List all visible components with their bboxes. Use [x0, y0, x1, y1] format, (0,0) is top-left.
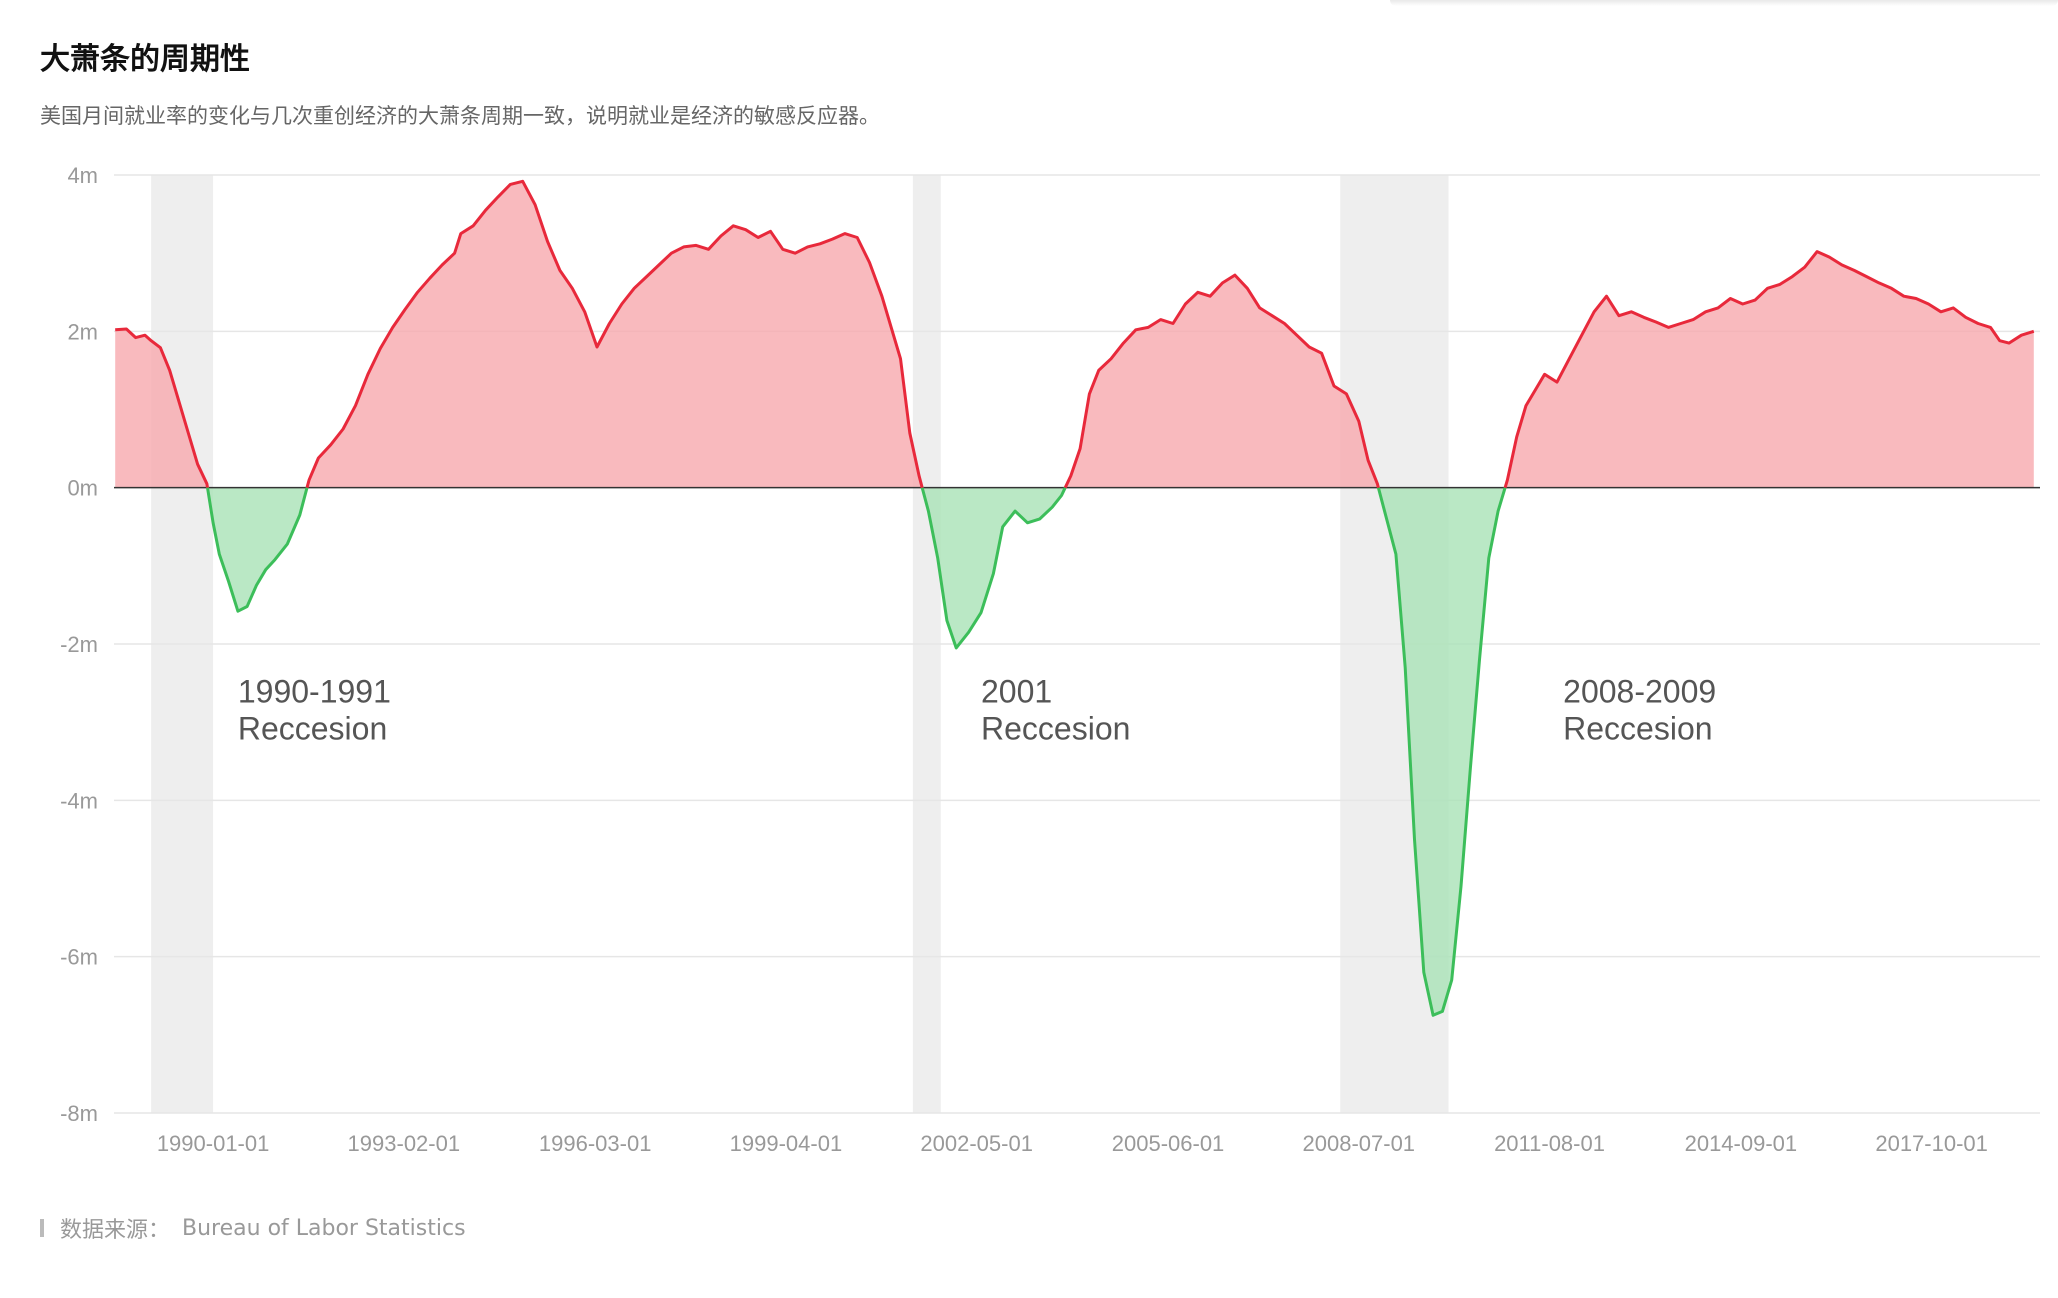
- x-tick-label: 2014-09-01: [1685, 1131, 1798, 1156]
- x-tick-label: 2011-08-01: [1494, 1131, 1605, 1156]
- y-tick-label: -2m: [60, 632, 98, 657]
- top-shadow-strip: [1390, 0, 2058, 6]
- x-tick-label: 1990-01-01: [157, 1131, 270, 1156]
- recession-label-line2-3: Reccesion: [1563, 711, 1712, 747]
- area-fills: [115, 181, 2034, 1016]
- chart-title: 大萧条的周期性: [40, 42, 250, 77]
- x-tick-label: 1999-04-01: [730, 1131, 843, 1156]
- data-source: 数据来源： Bureau of Labor Statistics: [40, 1212, 466, 1244]
- y-tick-label: -8m: [60, 1101, 98, 1126]
- x-tick-label: 1993-02-01: [348, 1131, 461, 1156]
- recession-label-line1-2: 2001: [981, 674, 1052, 710]
- recession-annotations: 1990-1991Reccesion2001Reccesion2008-2009…: [238, 674, 1716, 747]
- recession-label-line1-3: 2008-2009: [1563, 674, 1716, 710]
- chart-subtitle: 美国月间就业率的变化与几次重创经济的大萧条周期一致，说明就业是经济的敏感反应器。: [40, 104, 880, 128]
- positive-area-5: [1065, 275, 1379, 488]
- source-marker: [40, 1219, 44, 1237]
- recession-label-line2-2: Reccesion: [981, 711, 1130, 747]
- recession-label-line2-1: Reccesion: [238, 711, 387, 747]
- positive-line-7: [1503, 250, 2035, 489]
- x-tick-label: 2002-05-01: [920, 1131, 1033, 1156]
- y-tick-label: -4m: [60, 788, 98, 813]
- negative-line-6: [1376, 487, 1507, 1017]
- x-tick-label: 2005-06-01: [1112, 1131, 1225, 1156]
- positive-area-3: [307, 181, 923, 488]
- source-value: Bureau of Labor Statistics: [182, 1215, 466, 1241]
- positive-area-7: [1505, 251, 2034, 488]
- negative-area-6: [1378, 487, 1506, 1016]
- y-tick-label: -6m: [60, 945, 98, 970]
- negative-area-2: [207, 487, 307, 612]
- y-tick-label: 0m: [67, 476, 98, 501]
- negative-line-4: [920, 487, 1067, 650]
- negative-line-2: [206, 487, 309, 613]
- source-label: 数据来源：: [60, 1218, 171, 1243]
- x-axis-labels: 1990-01-01 1993-02-01 1996-03-01 1999-04-01…: [157, 1131, 1988, 1156]
- y-tick-label: 4m: [67, 163, 98, 188]
- x-tick-label: 2008-07-01: [1303, 1131, 1416, 1156]
- x-tick-label: 1996-03-01: [539, 1131, 652, 1156]
- y-axis-labels: 4m 2m 0m -2m -4m -6m -8m: [60, 163, 98, 1126]
- positive-line-5: [1063, 273, 1380, 489]
- series-lines: [115, 179, 2035, 1017]
- positive-area-1: [115, 329, 208, 488]
- y-tick-label: 2m: [67, 319, 98, 344]
- positive-line-3: [305, 179, 924, 489]
- recession-label-line1-1: 1990-1991: [238, 674, 391, 710]
- x-tick-label: 2017-10-01: [1875, 1131, 1988, 1156]
- positive-line-1: [115, 327, 209, 488]
